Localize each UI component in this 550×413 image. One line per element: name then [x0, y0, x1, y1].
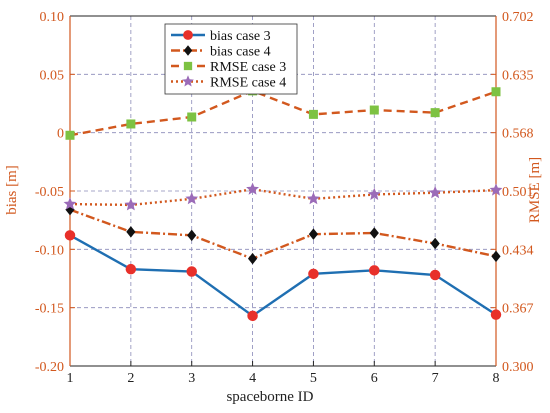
data-point-square — [65, 130, 75, 140]
legend-label: RMSE case 4 — [210, 76, 286, 91]
data-point-star — [489, 183, 503, 196]
data-point-diamond — [369, 227, 379, 239]
x-tick-label: 7 — [432, 371, 439, 386]
y-left-tick-label: -0.20 — [35, 360, 64, 375]
x-tick-label: 8 — [493, 371, 500, 386]
series-line — [69, 89, 497, 137]
data-point-circle — [490, 309, 502, 320]
series-layer — [63, 86, 503, 322]
y-left-tick-label: -0.15 — [35, 302, 64, 317]
x-tick-label: 6 — [371, 371, 378, 386]
data-point-diamond — [65, 203, 75, 216]
series-line — [69, 208, 497, 260]
x-tick-label: 3 — [188, 371, 195, 386]
x-tick-label: 2 — [127, 371, 134, 386]
series-line — [69, 234, 497, 318]
data-point-square — [369, 105, 379, 115]
data-point-circle — [369, 265, 380, 276]
series-line — [69, 188, 497, 207]
data-point-circle — [247, 310, 258, 322]
x-axis-label: spaceborne ID — [226, 389, 313, 405]
legend-label: bias case 4 — [210, 45, 271, 60]
data-point-star — [63, 197, 77, 210]
y-right-tick-label: 0.635 — [502, 68, 534, 83]
data-point-square — [308, 109, 318, 119]
y-left-tick-label: 0.05 — [40, 68, 65, 83]
y-right-tick-label: 0.501 — [502, 185, 534, 200]
data-point-square — [126, 119, 136, 129]
data-point-circle — [183, 30, 193, 40]
data-point-square — [187, 112, 197, 122]
data-point-diamond — [308, 228, 319, 240]
data-point-diamond — [126, 226, 136, 238]
y-left-tick-label: 0.10 — [40, 10, 65, 25]
legend-label: RMSE case 3 — [210, 60, 286, 75]
data-point-circle — [429, 269, 441, 281]
axes-layer: 1 2 3 4 5 6 7 8 -0.20 0.300 -0.15 0.367 -0.10 0.434 -0… — [35, 10, 534, 386]
series-4 — [63, 182, 503, 211]
data-point-star — [367, 187, 381, 200]
y-axis-right-label: RMSE [m] — [527, 157, 543, 223]
data-point-diamond — [247, 252, 258, 265]
data-point-star — [246, 182, 259, 195]
legend-label: bias case 3 — [210, 29, 271, 44]
data-point-circle — [186, 266, 197, 277]
data-point-star — [182, 75, 194, 87]
y-right-tick-label: 0.300 — [502, 360, 534, 375]
data-point-square — [430, 108, 440, 118]
data-point-diamond — [491, 250, 501, 263]
data-point-square — [183, 61, 193, 71]
data-point-star — [428, 185, 442, 199]
y-right-tick-label: 0.702 — [502, 10, 534, 25]
y-right-tick-label: 0.568 — [502, 127, 534, 142]
x-tick-label: 1 — [67, 371, 74, 386]
x-tick-label: 4 — [249, 371, 256, 386]
data-point-circle — [125, 263, 137, 275]
data-point-diamond — [183, 45, 193, 56]
y-axis-left-label: bias [m] — [4, 165, 20, 215]
y-right-tick-label: 0.434 — [502, 243, 534, 258]
data-point-circle — [308, 268, 319, 280]
y-left-tick-label: 0 — [57, 127, 64, 142]
x-tick-label: 5 — [310, 371, 317, 386]
y-right-tick-label: 0.367 — [502, 302, 534, 317]
data-point-diamond — [430, 237, 440, 250]
data-point-circle — [64, 230, 76, 241]
data-point-diamond — [187, 229, 197, 242]
y-left-tick-label: -0.10 — [35, 243, 64, 258]
data-point-star — [185, 192, 199, 205]
series-2 — [65, 203, 501, 265]
data-point-star — [307, 192, 320, 205]
data-point-star — [124, 198, 138, 211]
y-left-tick-label: -0.05 — [35, 185, 64, 200]
data-point-square — [491, 87, 501, 97]
series-1 — [64, 230, 502, 322]
